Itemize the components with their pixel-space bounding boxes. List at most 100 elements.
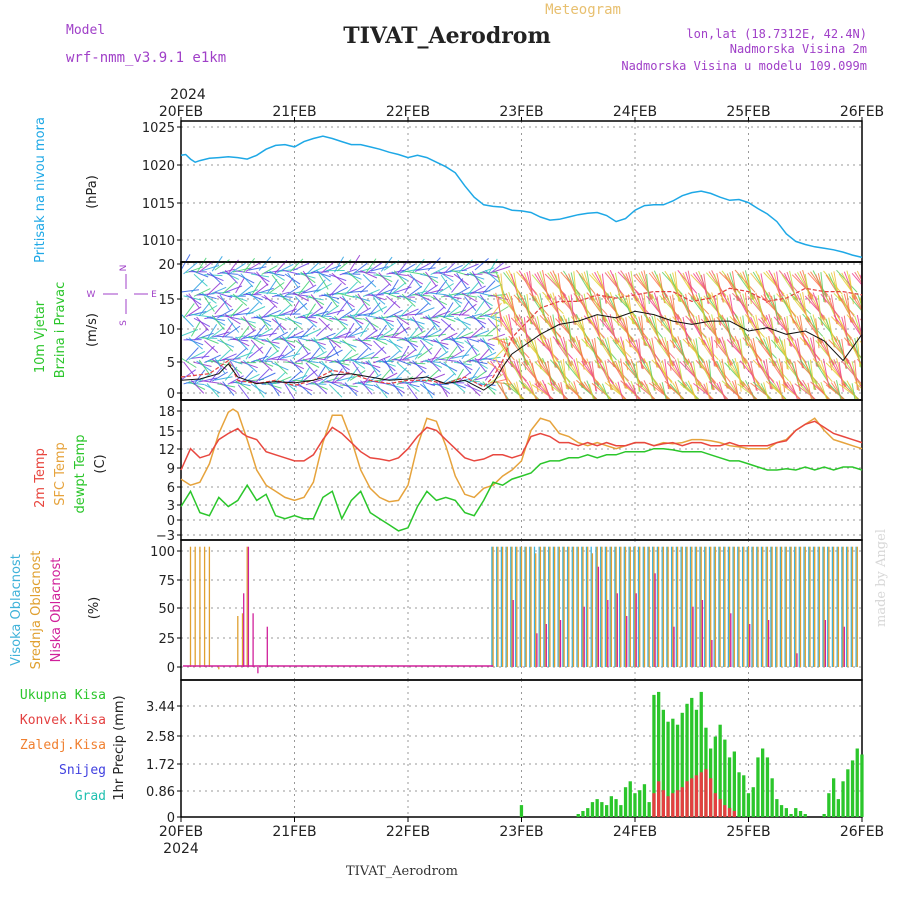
wind-barb: [336, 376, 355, 382]
wind-barb: [352, 339, 371, 342]
wind-barb: [456, 291, 475, 296]
wind-barb: [422, 325, 436, 340]
time-label-bottom: 21FEB: [272, 824, 316, 840]
wind-barb: [185, 306, 202, 318]
wind-barb: [229, 360, 241, 377]
wind-barb: [412, 316, 423, 333]
wind-barb: [386, 350, 401, 363]
wind-barb: [391, 323, 403, 339]
wind-barb: [471, 270, 482, 287]
wind-barb: [487, 317, 501, 332]
wind-barb: [630, 270, 636, 301]
wind-barb: [433, 350, 449, 362]
wind-barb: [459, 293, 478, 298]
wind-barb: [399, 304, 413, 318]
wind-barb: [349, 357, 366, 369]
total-precip-bar: [657, 691, 661, 817]
bottom-time-axis: 20FEB 21FEB 22FEB 23FEB 24FEB 25FEB 26FEB: [159, 817, 884, 840]
wind-barb: [768, 336, 774, 366]
wind-barb: [248, 335, 265, 346]
y-tick-label: 25: [158, 632, 175, 647]
wind-barb: [240, 273, 254, 288]
wind-barb: [627, 294, 634, 324]
wind-barb: [843, 315, 849, 346]
wind-barb: [521, 340, 527, 371]
wind-barb: [329, 318, 348, 321]
wind-barb: [664, 292, 680, 320]
wind-barb: [308, 383, 327, 385]
total-precip-bar: [779, 805, 784, 817]
wind-barb: [484, 270, 500, 283]
wind-barb: [846, 358, 861, 386]
conv-precip-bar: [657, 781, 661, 817]
conv-precip-bar: [718, 799, 722, 817]
wind-barb: [352, 303, 365, 319]
wind-barb: [281, 277, 294, 293]
wind-barb: [586, 336, 602, 364]
wind-barb: [417, 291, 431, 306]
total-precip-bar: [638, 790, 642, 817]
y-tick-label: 1.72: [146, 758, 175, 773]
wind-barb: [734, 379, 740, 400]
temp-ylabel3: dewpt Temp: [73, 434, 88, 513]
wind-barb: [648, 360, 655, 391]
wind-barb: [812, 380, 830, 400]
plots: [180, 135, 900, 817]
wind-barb: [453, 327, 468, 341]
conv-precip-bar: [680, 787, 684, 817]
wind-barb: [313, 337, 324, 353]
wind-barb: [224, 313, 241, 325]
wind-barb: [334, 256, 345, 273]
wind-barb: [438, 270, 454, 282]
time-label-top: 24FEB: [613, 104, 657, 120]
wind-barb: [302, 369, 318, 382]
wind-barb: [318, 317, 333, 332]
dewpt-line: [180, 447, 863, 532]
wind-barb: [461, 303, 477, 316]
wind-barb: [289, 359, 303, 374]
wind-barb: [617, 381, 624, 400]
wind-barb: [485, 357, 504, 363]
wind-barb: [284, 317, 303, 325]
wind-barbs: [180, 254, 882, 400]
time-label-bottom: 23FEB: [499, 824, 543, 840]
pressure-panel: 1025 1020 1015 1010: [142, 120, 863, 263]
wind-barb: [482, 315, 501, 319]
wind-barb: [212, 291, 231, 294]
wind-barb: [196, 257, 207, 274]
legend-total: Ukupna Kisa: [20, 688, 106, 703]
wind-barb: [180, 357, 197, 368]
wind-barb: [471, 314, 486, 329]
wind-barb: [594, 338, 599, 368]
wind-barb: [186, 382, 205, 385]
wind-barb: [755, 380, 772, 400]
wind-barb: [440, 318, 456, 332]
wind-barb: [211, 314, 225, 330]
wind-barb: [482, 337, 493, 354]
wind-barb: [292, 336, 311, 342]
wind-barb: [243, 257, 255, 273]
total-precip-bar: [737, 772, 741, 817]
total-precip-bar: [595, 799, 599, 817]
wind-barb: [698, 315, 704, 345]
wind-barb: [482, 271, 500, 279]
conv-precip-bar: [666, 796, 670, 817]
wind-barb: [190, 320, 201, 337]
wind-barb: [204, 340, 219, 354]
time-label-top: 21FEB: [272, 104, 316, 120]
wind-barb: [778, 314, 794, 342]
wind-barb: [419, 339, 432, 355]
compass-e: E: [151, 290, 157, 300]
wind-barb: [529, 380, 537, 400]
wind-barb: [378, 272, 392, 287]
wind-barb: [430, 306, 445, 319]
time-label-top: 22FEB: [386, 104, 430, 120]
wind-barb: [757, 296, 765, 327]
wind-barb: [770, 317, 777, 348]
wind-barb: [370, 292, 386, 305]
wind-barb: [269, 270, 285, 281]
conv-precip-bar: [699, 772, 703, 817]
wind-barb: [222, 315, 241, 320]
wind-barb: [263, 349, 279, 362]
wind-barb: [222, 381, 235, 396]
